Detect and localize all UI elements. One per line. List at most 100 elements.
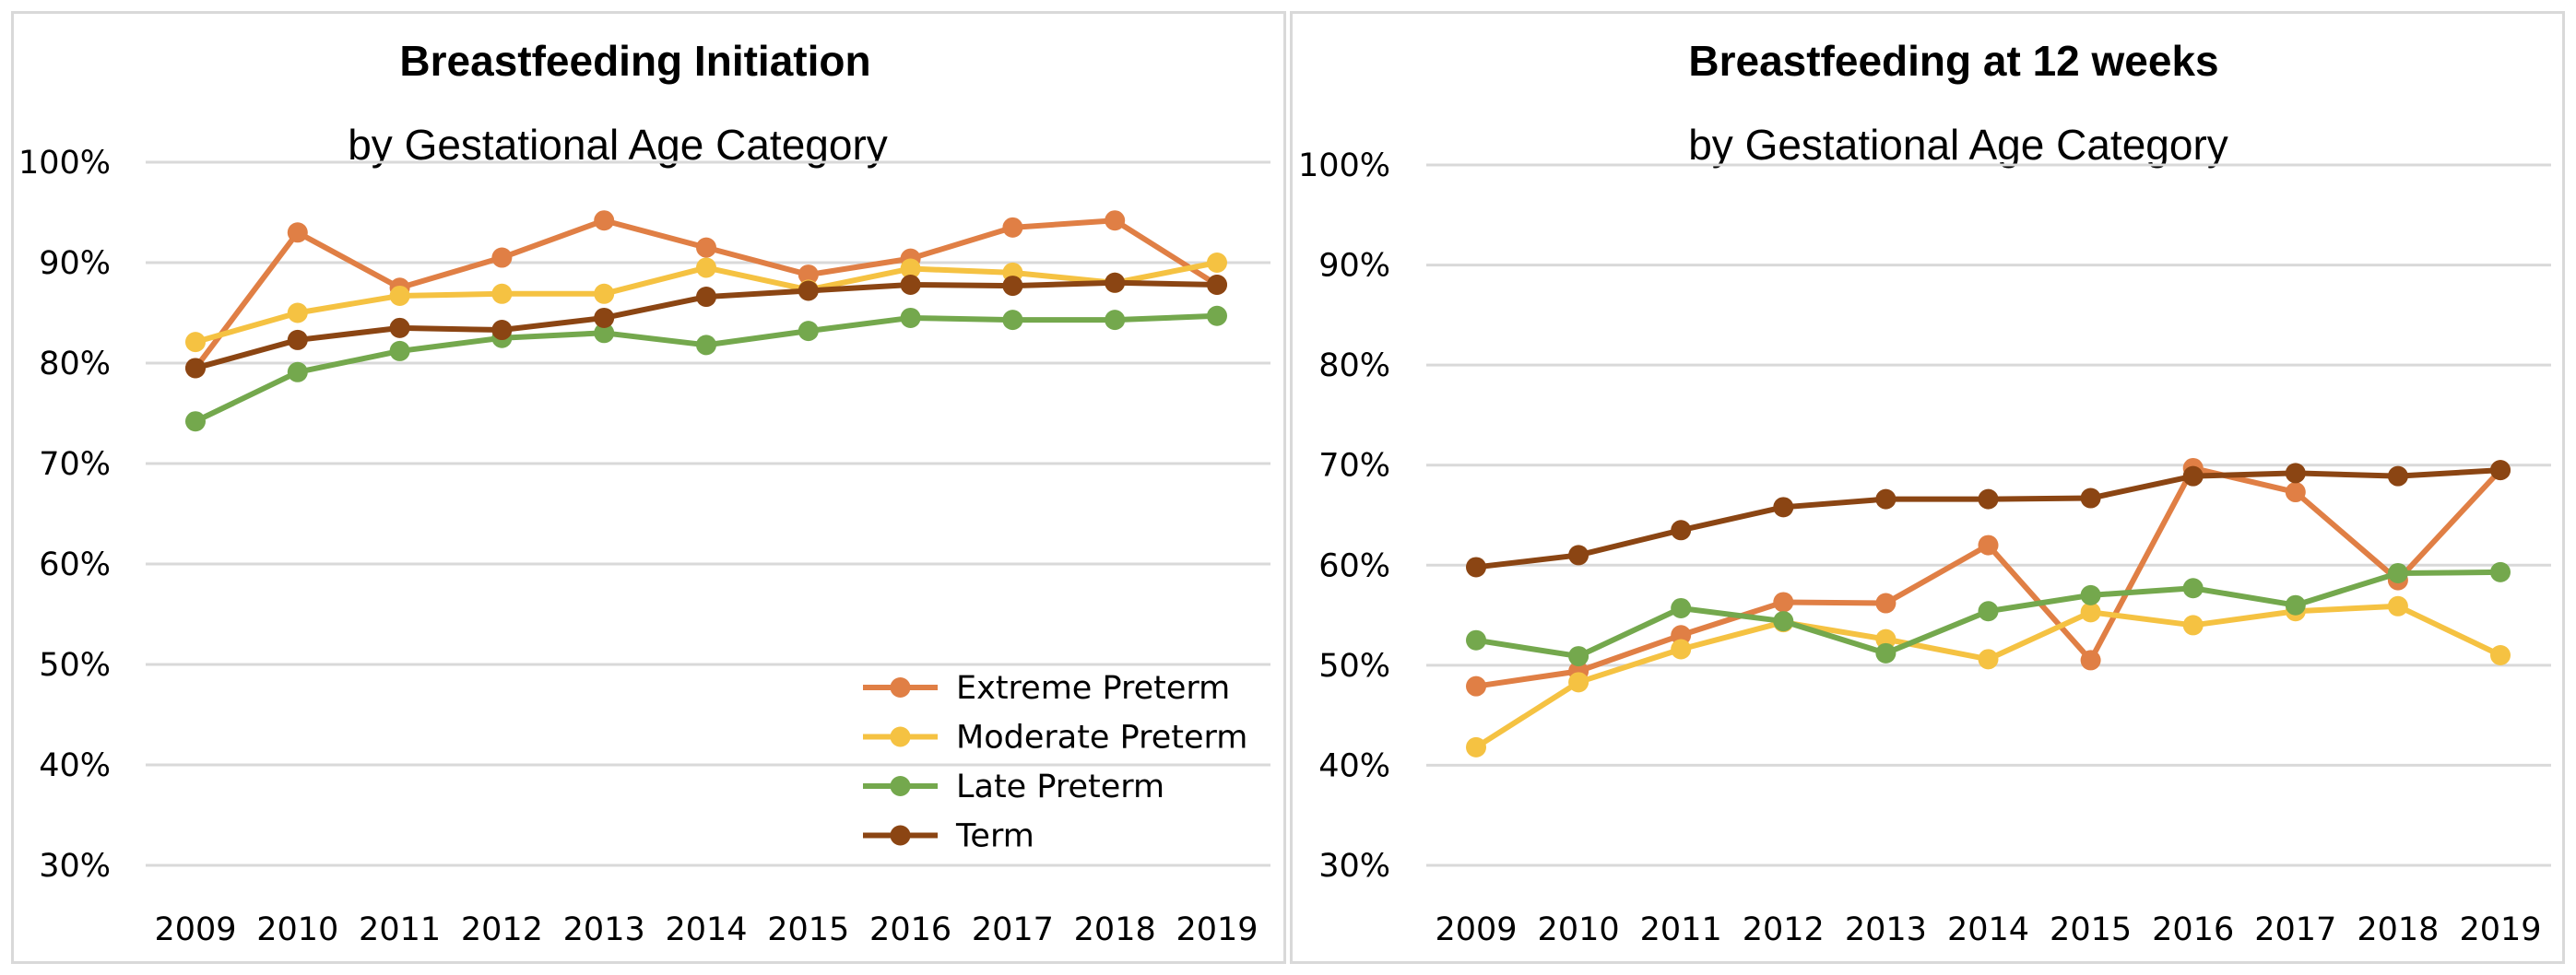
x-tick-label: 2014 (665, 911, 747, 948)
data-point (491, 283, 513, 304)
series-term (1466, 460, 2511, 578)
data-point (2490, 645, 2511, 665)
data-point (2182, 578, 2204, 599)
data-point (287, 222, 308, 243)
data-point (696, 287, 716, 308)
y-tick-label: 100% (1298, 147, 1390, 184)
data-point (491, 320, 513, 341)
x-tick-label: 2010 (1538, 911, 1620, 948)
y-tick-label: 30% (39, 848, 111, 885)
y-tick-label: 70% (39, 446, 111, 483)
data-point (2285, 463, 2306, 484)
x-tick-label: 2012 (1743, 911, 1825, 948)
data-point (1875, 488, 1897, 510)
chart-title: Breastfeeding Initiation (399, 37, 870, 85)
data-point (2387, 595, 2408, 617)
data-point (1978, 649, 1999, 670)
data-point (1978, 488, 1999, 510)
y-tick-label: 40% (39, 747, 111, 784)
x-tick-label: 2009 (1435, 911, 1517, 948)
x-tick-label: 2009 (154, 911, 236, 948)
y-tick-label: 100% (18, 145, 111, 182)
data-point (594, 210, 615, 231)
x-tick-label: 2011 (1640, 911, 1722, 948)
y-tick-label: 30% (1318, 848, 1390, 885)
data-point (2490, 561, 2511, 582)
legend-label: Moderate Preterm (956, 720, 1247, 757)
data-point (1105, 210, 1126, 231)
data-point (2080, 584, 2101, 605)
data-point (2387, 465, 2408, 487)
data-point (900, 274, 921, 295)
data-point (1773, 611, 1794, 632)
data-point (900, 258, 921, 279)
data-point (2182, 465, 2204, 487)
y-tick-label: 40% (1318, 747, 1390, 784)
data-point (2080, 488, 2101, 509)
x-tick-label: 2018 (2357, 911, 2439, 948)
data-point (1466, 675, 1486, 697)
data-point (2285, 594, 2306, 616)
data-point (491, 247, 513, 268)
legend-item: Late Preterm (863, 769, 1164, 805)
data-point (1875, 642, 1897, 664)
data-point (594, 307, 615, 328)
series-line (1474, 603, 2502, 750)
data-point (798, 280, 819, 301)
data-point (1002, 217, 1023, 238)
data-point (1875, 593, 1897, 614)
data-point (1875, 628, 1897, 650)
data-point (185, 332, 206, 353)
legend-item: Extreme Preterm (863, 670, 1230, 707)
data-point (389, 340, 410, 361)
y-tick-label: 50% (1318, 648, 1390, 685)
data-point (1207, 274, 1227, 295)
y-tick-label: 90% (39, 245, 111, 282)
data-point (1207, 305, 1227, 326)
chart-title: Breastfeeding at 12 weeks (1688, 37, 2218, 85)
twelve-weeks-chart-svg: Breastfeeding at 12 weeks by Gestational… (1298, 37, 2551, 948)
data-point (2080, 650, 2101, 671)
gridlines (1426, 163, 2551, 867)
chart-panel-12-weeks: Breastfeeding at 12 weeks by Gestational… (1290, 11, 2565, 964)
x-tick-label: 2011 (359, 911, 441, 948)
x-tick-label: 2019 (1176, 911, 1258, 948)
x-tick-label: 2015 (767, 911, 849, 948)
data-point (287, 302, 308, 323)
legend-label: Extreme Preterm (956, 670, 1230, 707)
x-tick-label: 2010 (256, 911, 338, 948)
series-term (185, 272, 1227, 379)
series-late-preterm (185, 305, 1227, 432)
data-point (185, 411, 206, 432)
data-point (389, 317, 410, 338)
chart-panel-initiation: Breastfeeding Initiation by Gestational … (11, 11, 1286, 964)
x-tick-label: 2017 (2254, 911, 2336, 948)
chart-subtitle: by Gestational Age Category (348, 121, 888, 169)
data-point (1978, 534, 1999, 556)
y-tick-label: 70% (1318, 448, 1390, 485)
x-tick-label: 2013 (563, 911, 645, 948)
data-point (696, 335, 716, 356)
data-point (594, 283, 615, 304)
y-tick-label: 80% (1318, 347, 1390, 384)
x-tick-label: 2012 (461, 911, 543, 948)
x-tick-label: 2015 (2050, 911, 2132, 948)
chart-subtitle: by Gestational Age Category (1688, 121, 2228, 169)
data-point (1466, 629, 1486, 651)
data-point (287, 329, 308, 350)
data-point (1773, 497, 1794, 518)
legend-swatch-marker (890, 825, 911, 846)
data-point (2285, 482, 2306, 503)
legend-swatch-marker (890, 677, 911, 698)
data-point (185, 358, 206, 379)
data-point (287, 361, 308, 382)
y-tick-label: 90% (1318, 248, 1390, 285)
data-point (1105, 310, 1126, 331)
x-tick-label: 2013 (1845, 911, 1927, 948)
data-point (1671, 520, 1692, 541)
y-tick-label: 60% (1318, 547, 1390, 584)
legend-label: Late Preterm (956, 769, 1164, 805)
legend-item: Moderate Preterm (863, 720, 1247, 757)
data-point (1002, 276, 1023, 297)
y-tick-label: 50% (39, 647, 111, 684)
